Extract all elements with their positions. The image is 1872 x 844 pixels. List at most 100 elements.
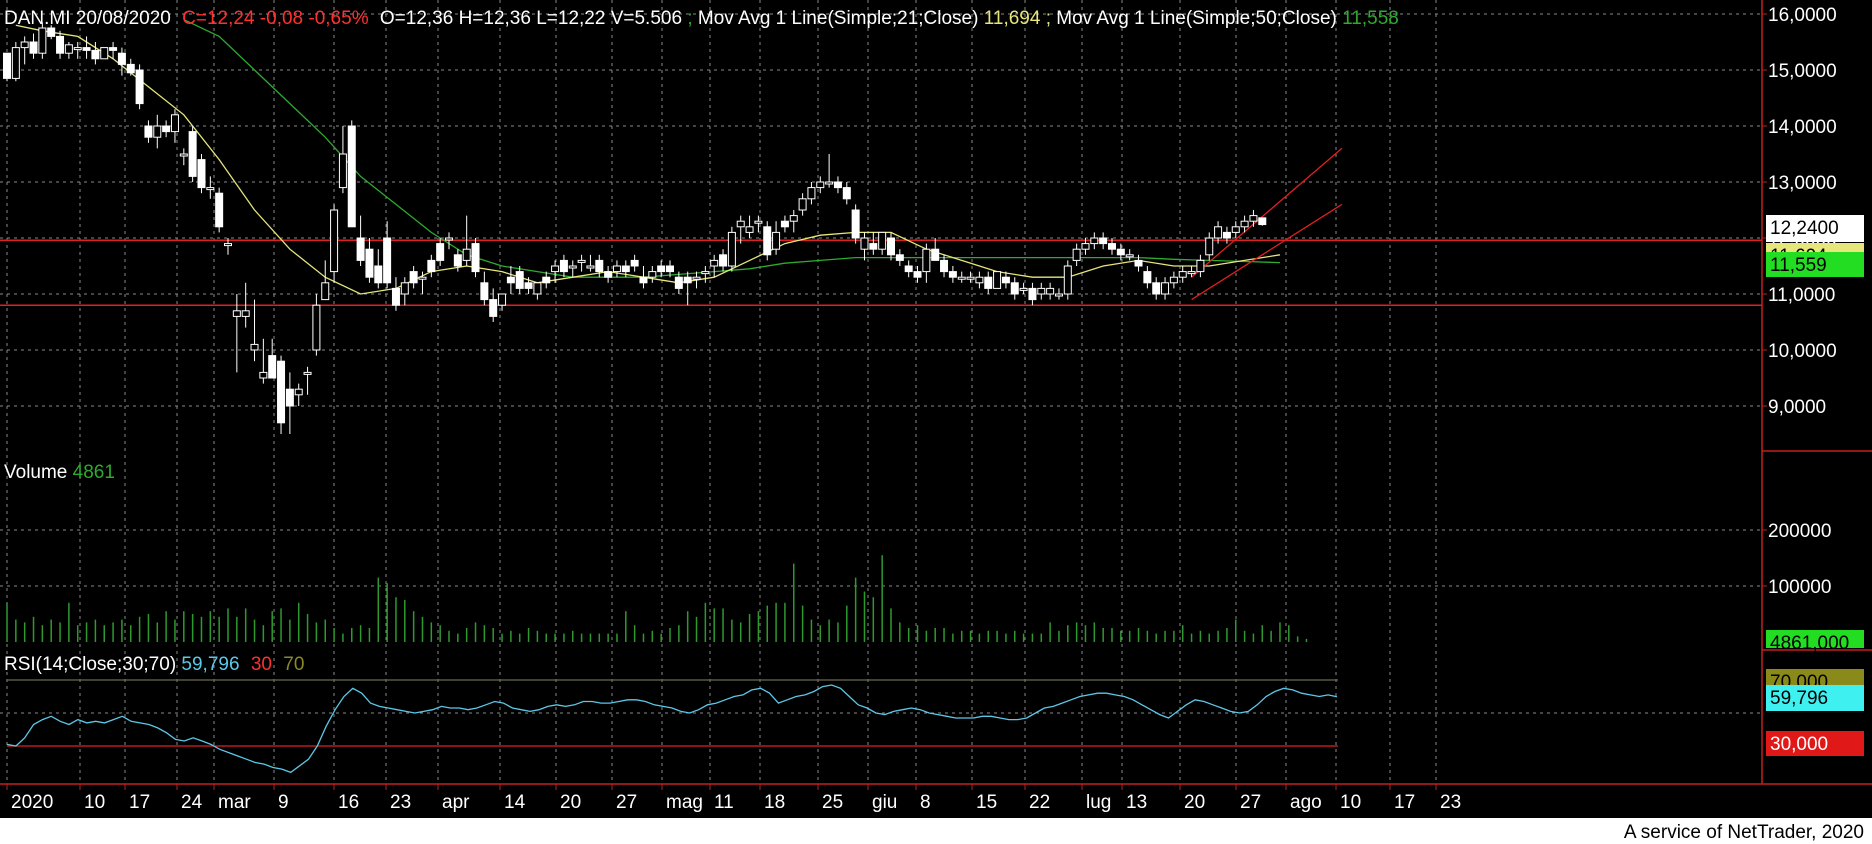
candle-up (966, 276, 975, 280)
change-text: C=12,24 -0,08 -0,65% (182, 8, 369, 29)
x-axis-label: 10 (84, 792, 105, 813)
candle-up (73, 47, 82, 51)
y-axis-label: 15,0000 (1768, 61, 1837, 82)
candle-down (666, 265, 674, 273)
ma50-label: Mov Avg 1 Line(Simple;50;Close) (1056, 8, 1342, 29)
candle-up (754, 220, 763, 224)
x-axis-label: 23 (1440, 792, 1461, 813)
candle-down (427, 259, 436, 273)
candle-down (29, 41, 38, 54)
ma50-value: 11,558 (1342, 8, 1399, 29)
x-axis-label: 11 (714, 792, 734, 813)
candle-down (215, 192, 224, 228)
footer-bar: A service of NetTrader, 2020 (0, 818, 1872, 844)
candle-up (789, 215, 798, 222)
candle-up (462, 248, 471, 261)
y-axis-label: 9,0000 (1768, 397, 1826, 418)
candle-down (109, 47, 118, 51)
candle-down (391, 287, 400, 306)
rsi-high: 70 (283, 654, 304, 675)
candle-down (82, 47, 91, 51)
x-axis-label: ago (1290, 792, 1322, 813)
x-axis-label: 18 (764, 792, 785, 813)
x-axis-label: 10 (1340, 792, 1361, 813)
x-axis-label: mag (666, 792, 703, 813)
y-axis-label: 200000 (1768, 521, 1831, 542)
candle-down (940, 259, 949, 273)
volume-header: Volume 4861 (4, 462, 115, 483)
candle-up (957, 276, 966, 280)
candle-up (232, 310, 241, 317)
candle-down (285, 388, 294, 407)
x-axis-label: 22 (1029, 792, 1050, 813)
candle-down (383, 237, 392, 284)
trend-channel (1191, 147, 1343, 301)
axis-badge-text: 59,796 (1770, 688, 1828, 709)
candle-down (1108, 243, 1116, 250)
x-axis-label: apr (442, 792, 470, 813)
candle-down (984, 276, 993, 289)
volume-bars (6, 555, 1308, 642)
ohlcv-text: O=12,36 H=12,36 L=12,22 V=5.506 (380, 8, 682, 29)
candle-down (657, 265, 666, 273)
rsi-header: RSI(14;Close;30;70) 59,796 30 70 (4, 654, 304, 675)
candle-down (887, 237, 895, 256)
y-axis-labels: 16,000015,000014,000013,000012,000011,00… (1762, 5, 1837, 598)
trend-line (1191, 147, 1343, 278)
candle-up (745, 226, 754, 233)
candle-up (586, 265, 595, 269)
horizontal-levels (0, 239, 1762, 306)
candle-down (409, 271, 418, 284)
candle-up (445, 237, 453, 241)
stock-chart: 16,000015,000014,000013,000012,000011,00… (0, 0, 1872, 813)
volume-value: 4861 (73, 462, 115, 483)
candle-up (736, 220, 745, 228)
candle-down (117, 52, 126, 65)
candle-down (3, 52, 11, 79)
candle-down (268, 355, 277, 379)
x-axis-label: 17 (129, 792, 150, 813)
candle-up (312, 304, 321, 351)
candle-up (1019, 287, 1028, 291)
candle-down (1028, 287, 1037, 301)
candle-down (931, 248, 940, 261)
candle-up (551, 265, 560, 273)
candle-up (1240, 220, 1249, 228)
x-axis-label: 13 (1126, 792, 1147, 813)
candle-up (153, 125, 162, 138)
candle-up (294, 388, 303, 396)
candle-down (356, 237, 365, 261)
candle-up (825, 181, 834, 185)
candle-down (904, 265, 913, 273)
candle-up (1090, 237, 1099, 245)
rsi-series (6, 684, 1338, 774)
x-axis-label: 27 (1240, 792, 1261, 813)
candle-down (780, 220, 789, 228)
candle-up (710, 259, 719, 267)
footer-credit: A service of NetTrader, 2020 (1623, 822, 1864, 843)
x-axis-label: 8 (920, 792, 931, 813)
candle-down (126, 63, 135, 74)
x-axis-label: 9 (278, 792, 289, 813)
candle-up (692, 276, 701, 280)
y-axis-label: 10,0000 (1768, 341, 1837, 362)
candle-down (524, 282, 533, 289)
x-axis-label: 27 (616, 792, 637, 813)
candle-up (206, 187, 215, 191)
x-axis-label: 15 (976, 792, 997, 813)
candle-down (595, 259, 604, 273)
candle-down (913, 271, 922, 278)
candle-down (842, 187, 851, 200)
chart-header: DAN.MI 20/08/2020 C=12,24 -0,08 -0,65% O… (4, 8, 1399, 29)
candle-up (259, 371, 268, 379)
rsi-line (6, 679, 1338, 774)
candle-up (179, 153, 188, 157)
candle-up (577, 259, 586, 263)
candle-up (1054, 293, 1063, 297)
candle-up (1214, 226, 1223, 239)
candle-down (683, 276, 692, 284)
x-axis-label: 20 (560, 792, 581, 813)
trend-line (1191, 203, 1343, 301)
x-axis-labels: 2020 10 17 24 mar 9 16 23 apr 14 20 27 mag 11 18 25 giu 8… (6, 784, 1461, 813)
candle-down (1152, 282, 1161, 295)
